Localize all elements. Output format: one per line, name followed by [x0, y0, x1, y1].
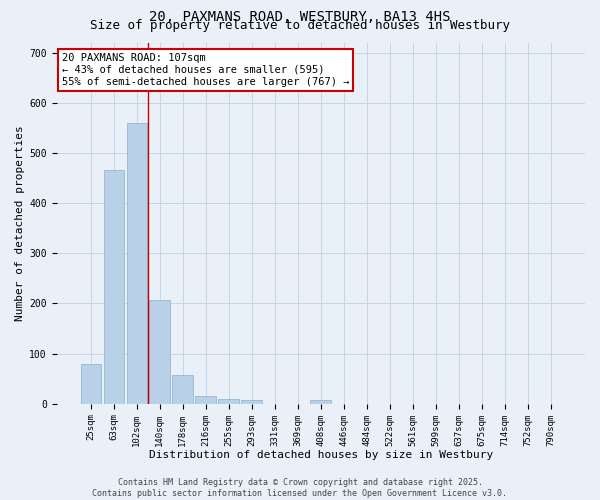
Y-axis label: Number of detached properties: Number of detached properties: [15, 126, 25, 321]
Bar: [196, 396, 216, 404]
Bar: [149, 300, 170, 404]
Bar: [310, 400, 331, 404]
Bar: [172, 375, 193, 404]
Text: 20 PAXMANS ROAD: 107sqm
← 43% of detached houses are smaller (595)
55% of semi-d: 20 PAXMANS ROAD: 107sqm ← 43% of detache…: [62, 54, 349, 86]
X-axis label: Distribution of detached houses by size in Westbury: Distribution of detached houses by size …: [149, 450, 493, 460]
Bar: [104, 170, 124, 404]
Text: 20, PAXMANS ROAD, WESTBURY, BA13 4HS: 20, PAXMANS ROAD, WESTBURY, BA13 4HS: [149, 10, 451, 24]
Text: Contains HM Land Registry data © Crown copyright and database right 2025.
Contai: Contains HM Land Registry data © Crown c…: [92, 478, 508, 498]
Text: Size of property relative to detached houses in Westbury: Size of property relative to detached ho…: [90, 19, 510, 32]
Bar: [241, 400, 262, 404]
Bar: [80, 364, 101, 404]
Bar: [127, 123, 147, 404]
Bar: [218, 399, 239, 404]
